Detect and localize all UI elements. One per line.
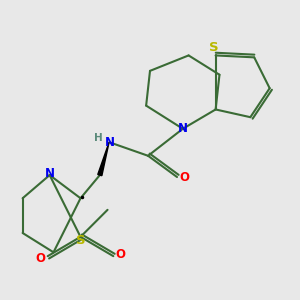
Polygon shape xyxy=(98,142,109,176)
Text: O: O xyxy=(179,170,189,184)
Text: N: N xyxy=(104,136,115,149)
Text: N: N xyxy=(45,167,55,180)
Text: S: S xyxy=(209,41,218,54)
Text: N: N xyxy=(178,122,188,135)
Text: O: O xyxy=(36,252,46,265)
Text: O: O xyxy=(115,248,125,261)
Text: H: H xyxy=(94,134,103,143)
Text: S: S xyxy=(76,234,85,247)
